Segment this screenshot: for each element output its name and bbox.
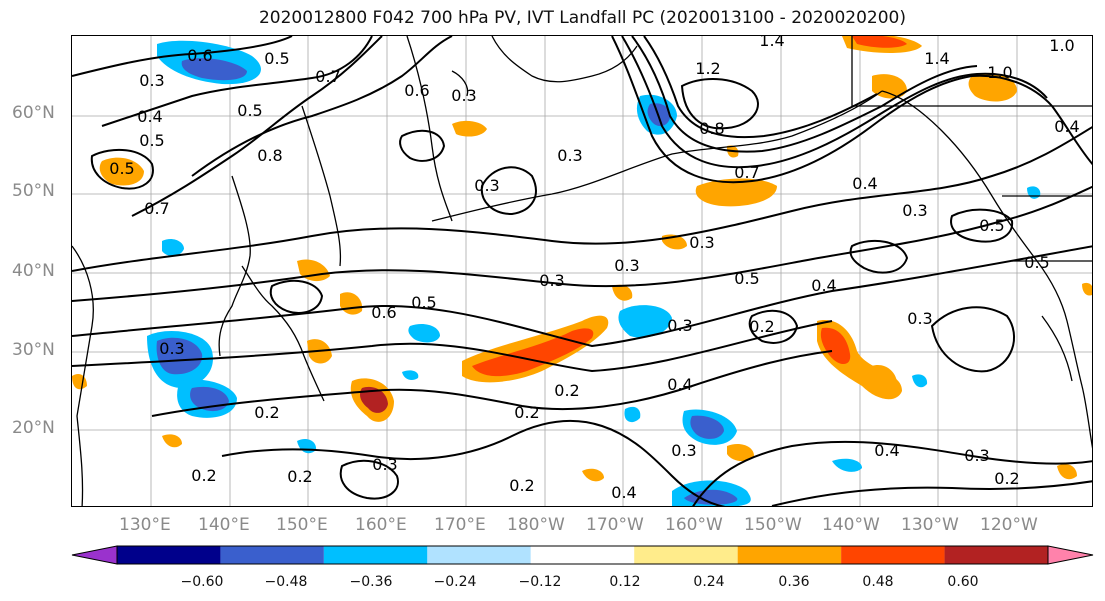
lon-label-160w: 160°W <box>665 515 723 535</box>
lon-label-120w: 120°W <box>980 515 1038 535</box>
contour-label: 0.4 <box>137 107 162 126</box>
colorbar-tick: −0.12 <box>518 574 562 590</box>
lon-label-170e: 170°E <box>434 515 486 535</box>
contour-label: 0.2 <box>191 466 216 485</box>
contour-label: 0.5 <box>411 293 436 312</box>
colorbar-tick: 0.24 <box>693 574 725 590</box>
colorbar-cell <box>634 546 738 564</box>
colorbar-tick: 0.36 <box>778 574 810 590</box>
contour-label: 0.4 <box>1054 117 1079 136</box>
colorbar-tick: −0.60 <box>180 574 224 590</box>
contour-label: 0.2 <box>554 381 579 400</box>
contour-label: 0.6 <box>404 81 429 100</box>
lon-label-140e: 140°E <box>198 515 250 535</box>
colorbar-tick: −0.36 <box>349 574 393 590</box>
contour-label: 0.8 <box>257 146 282 165</box>
colorbar-extend-max <box>1047 545 1094 565</box>
pv-shading <box>72 36 1092 506</box>
lat-label-30n: 30°N <box>12 340 55 360</box>
contour-label: 0.2 <box>749 317 774 336</box>
contour-label: 0.2 <box>994 469 1019 488</box>
contour-label: 0.3 <box>964 446 989 465</box>
contour-label: 0.6 <box>371 303 396 322</box>
contour-label: 0.4 <box>611 483 636 502</box>
contour-label-group: 0.6 0.5 0.3 0.4 0.7 0.6 0.5 0.3 1.4 1.2 … <box>109 36 1079 502</box>
contour-label: 0.5 <box>734 269 759 288</box>
contour-label: 0.2 <box>254 403 279 422</box>
lon-label-180w: 180°W <box>507 515 565 535</box>
lon-label-130w: 130°W <box>901 515 959 535</box>
colorbar-cell <box>530 546 635 564</box>
contour-label: 0.4 <box>811 276 836 295</box>
contour-label: 0.4 <box>874 441 899 460</box>
map-svg: 0.6 0.5 0.3 0.4 0.7 0.6 0.5 0.3 1.4 1.2 … <box>72 36 1092 506</box>
lon-label-160e: 160°E <box>355 515 407 535</box>
contour-label: 1.0 <box>987 63 1012 82</box>
contour-label: 0.3 <box>667 316 692 335</box>
colorbar-cell <box>117 546 221 564</box>
contour-label: 0.3 <box>539 271 564 290</box>
colorbar-cell <box>944 546 1048 564</box>
lon-label-130e: 130°E <box>119 515 171 535</box>
contour-label: 0.3 <box>557 146 582 165</box>
contour-label: 0.7 <box>734 163 759 182</box>
contour-label: 0.3 <box>372 455 397 474</box>
contour-label: 0.7 <box>315 67 340 86</box>
lat-label-50n: 50°N <box>12 181 55 201</box>
contour-label: 1.0 <box>1049 36 1074 55</box>
contour-label: 1.4 <box>924 49 949 68</box>
lat-label-60n: 60°N <box>12 103 55 123</box>
contour-label: 0.2 <box>287 467 312 486</box>
contour-label: 0.4 <box>667 375 692 394</box>
contour-label: 0.4 <box>852 174 877 193</box>
colorbar-extend-min <box>71 545 118 565</box>
contour-label: 0.3 <box>614 256 639 275</box>
contour-label: 0.3 <box>451 86 476 105</box>
contour-label: 0.2 <box>514 403 539 422</box>
pv-contours <box>72 36 1092 506</box>
lat-label-40n: 40°N <box>12 261 55 281</box>
colorbar-tick: 0.48 <box>862 574 894 590</box>
lon-label-150w: 150°W <box>744 515 802 535</box>
contour-label: 0.3 <box>159 339 184 358</box>
contour-label: 1.4 <box>759 36 784 50</box>
contour-label: 0.3 <box>902 201 927 220</box>
lon-label-150e: 150°E <box>276 515 328 535</box>
lat-label-20n: 20°N <box>12 418 55 438</box>
contour-label: 0.5 <box>139 131 164 150</box>
colorbar-cell <box>737 546 842 564</box>
colorbar-outline <box>116 545 1049 565</box>
lon-label-170w: 170°W <box>586 515 644 535</box>
contour-label: 0.5 <box>1024 253 1049 272</box>
contour-label: 0.5 <box>109 159 134 178</box>
contour-label: 0.3 <box>671 441 696 460</box>
contour-label: 0.3 <box>689 233 714 252</box>
colorbar-tick: 0.60 <box>947 574 979 590</box>
map-panel: 0.6 0.5 0.3 0.4 0.7 0.6 0.5 0.3 1.4 1.2 … <box>71 35 1093 507</box>
contour-label: 0.8 <box>699 119 724 138</box>
colorbar-tick: −0.48 <box>264 574 308 590</box>
contour-label: 0.5 <box>264 49 289 68</box>
colorbar-cell <box>323 546 428 564</box>
coastlines <box>72 36 1092 506</box>
map-title: 2020012800 F042 700 hPa PV, IVT Landfall… <box>258 8 906 28</box>
contour-label: 0.7 <box>144 199 169 218</box>
contour-label: 1.2 <box>695 59 720 78</box>
contour-label: 0.3 <box>474 176 499 195</box>
contour-label: 0.2 <box>509 476 534 495</box>
lon-label-140w: 140°W <box>822 515 880 535</box>
contour-label: 0.5 <box>237 101 262 120</box>
colorbar-tick: −0.24 <box>433 574 477 590</box>
contour-label: 0.5 <box>979 216 1004 235</box>
colorbar-cell <box>220 546 324 564</box>
colorbar-cell <box>427 546 531 564</box>
contour-label: 0.3 <box>139 71 164 90</box>
colorbar-cell <box>841 546 945 564</box>
contour-label: 0.3 <box>907 309 932 328</box>
contour-label: 0.6 <box>187 46 212 65</box>
colorbar-tick: 0.12 <box>609 574 641 590</box>
